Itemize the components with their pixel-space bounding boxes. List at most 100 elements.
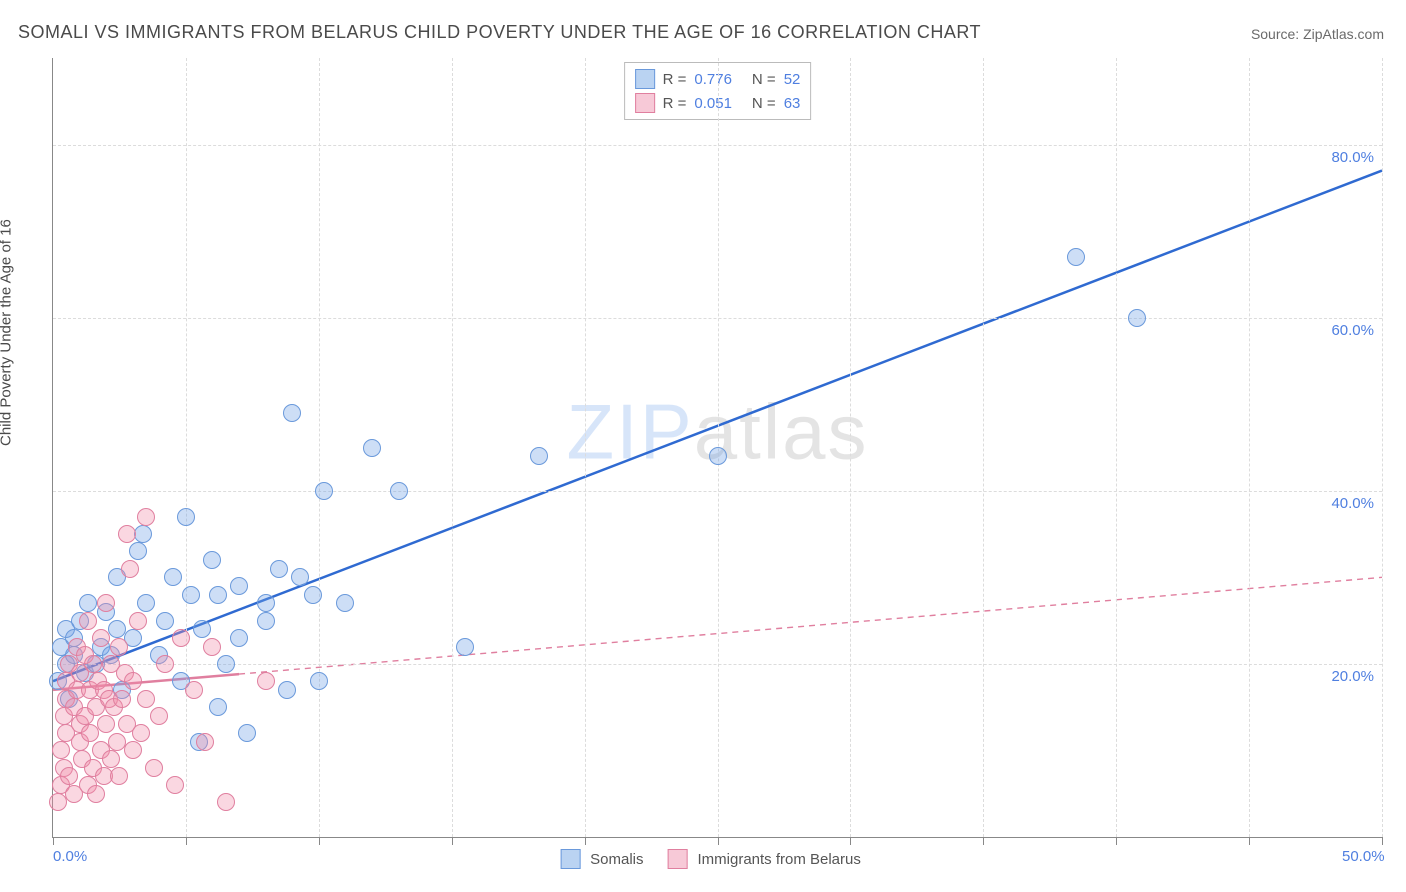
data-point — [52, 741, 70, 759]
data-point — [145, 759, 163, 777]
data-point — [230, 629, 248, 647]
data-point — [257, 594, 275, 612]
gridline-vertical — [319, 58, 320, 837]
x-tick-mark — [1382, 837, 1383, 845]
data-point — [203, 551, 221, 569]
data-point — [137, 594, 155, 612]
data-point — [110, 638, 128, 656]
data-point — [132, 724, 150, 742]
data-point — [97, 715, 115, 733]
x-tick-mark — [585, 837, 586, 845]
legend-r-label: R = — [663, 95, 687, 112]
x-tick-mark — [983, 837, 984, 845]
x-tick-mark — [1249, 837, 1250, 845]
y-tick-label: 20.0% — [1331, 668, 1374, 685]
data-point — [124, 672, 142, 690]
data-point — [137, 690, 155, 708]
data-point — [113, 690, 131, 708]
data-point — [129, 542, 147, 560]
x-tick-mark — [319, 837, 320, 845]
x-tick-label: 0.0% — [53, 848, 87, 865]
source-credit: Source: ZipAtlas.com — [1251, 26, 1384, 42]
y-tick-label: 60.0% — [1331, 322, 1374, 339]
data-point — [217, 655, 235, 673]
data-point — [92, 629, 110, 647]
x-tick-mark — [186, 837, 187, 845]
legend-n-value: 52 — [784, 71, 801, 88]
data-point — [182, 586, 200, 604]
data-point — [196, 733, 214, 751]
data-point — [102, 750, 120, 768]
x-tick-label: 50.0% — [1342, 848, 1385, 865]
legend-r-label: R = — [663, 71, 687, 88]
gridline-vertical — [850, 58, 851, 837]
data-point — [84, 655, 102, 673]
data-point — [185, 681, 203, 699]
data-point — [315, 482, 333, 500]
data-point — [150, 707, 168, 725]
chart-title: SOMALI VS IMMIGRANTS FROM BELARUS CHILD … — [18, 22, 981, 43]
data-point — [79, 612, 97, 630]
data-point — [257, 612, 275, 630]
legend-r-value: 0.051 — [694, 95, 732, 112]
data-point — [336, 594, 354, 612]
data-point — [709, 447, 727, 465]
data-point — [134, 525, 152, 543]
legend-swatch — [560, 849, 580, 869]
data-point — [97, 594, 115, 612]
data-point — [124, 741, 142, 759]
x-tick-mark — [850, 837, 851, 845]
data-point — [177, 508, 195, 526]
data-point — [363, 439, 381, 457]
data-point — [217, 793, 235, 811]
x-tick-mark — [718, 837, 719, 845]
data-point — [79, 594, 97, 612]
legend-r-value: 0.776 — [694, 71, 732, 88]
trend-line-extrapolated — [239, 577, 1382, 674]
plot-area: ZIPatlas R = 0.776N = 52R = 0.051N = 63 … — [52, 58, 1382, 838]
data-point — [238, 724, 256, 742]
gridline-vertical — [983, 58, 984, 837]
data-point — [456, 638, 474, 656]
x-tick-mark — [452, 837, 453, 845]
legend-n-label: N = — [752, 95, 776, 112]
data-point — [209, 698, 227, 716]
data-point — [390, 482, 408, 500]
legend-swatch — [635, 69, 655, 89]
y-axis-label: Child Poverty Under the Age of 16 — [0, 219, 15, 446]
data-point — [209, 586, 227, 604]
x-tick-mark — [53, 837, 54, 845]
data-point — [230, 577, 248, 595]
data-point — [164, 568, 182, 586]
gridline-vertical — [186, 58, 187, 837]
legend-series-label: Somalis — [590, 851, 643, 868]
data-point — [530, 447, 548, 465]
gridline-vertical — [1116, 58, 1117, 837]
legend-series-label: Immigrants from Belarus — [697, 851, 860, 868]
legend-swatch — [635, 93, 655, 113]
x-tick-mark — [1116, 837, 1117, 845]
data-point — [257, 672, 275, 690]
data-point — [87, 785, 105, 803]
legend-swatch — [667, 849, 687, 869]
legend-n-label: N = — [752, 71, 776, 88]
data-point — [60, 767, 78, 785]
data-point — [203, 638, 221, 656]
data-point — [118, 525, 136, 543]
gridline-vertical — [1249, 58, 1250, 837]
gridline-vertical — [585, 58, 586, 837]
y-tick-label: 40.0% — [1331, 495, 1374, 512]
data-point — [129, 612, 147, 630]
data-point — [193, 620, 211, 638]
data-point — [172, 629, 190, 647]
y-tick-label: 80.0% — [1331, 149, 1374, 166]
data-point — [166, 776, 184, 794]
data-point — [137, 508, 155, 526]
series-legend: Somalis Immigrants from Belarus — [560, 849, 875, 869]
data-point — [310, 672, 328, 690]
legend-n-value: 63 — [784, 95, 801, 112]
data-point — [270, 560, 288, 578]
data-point — [156, 655, 174, 673]
data-point — [278, 681, 296, 699]
data-point — [110, 767, 128, 785]
